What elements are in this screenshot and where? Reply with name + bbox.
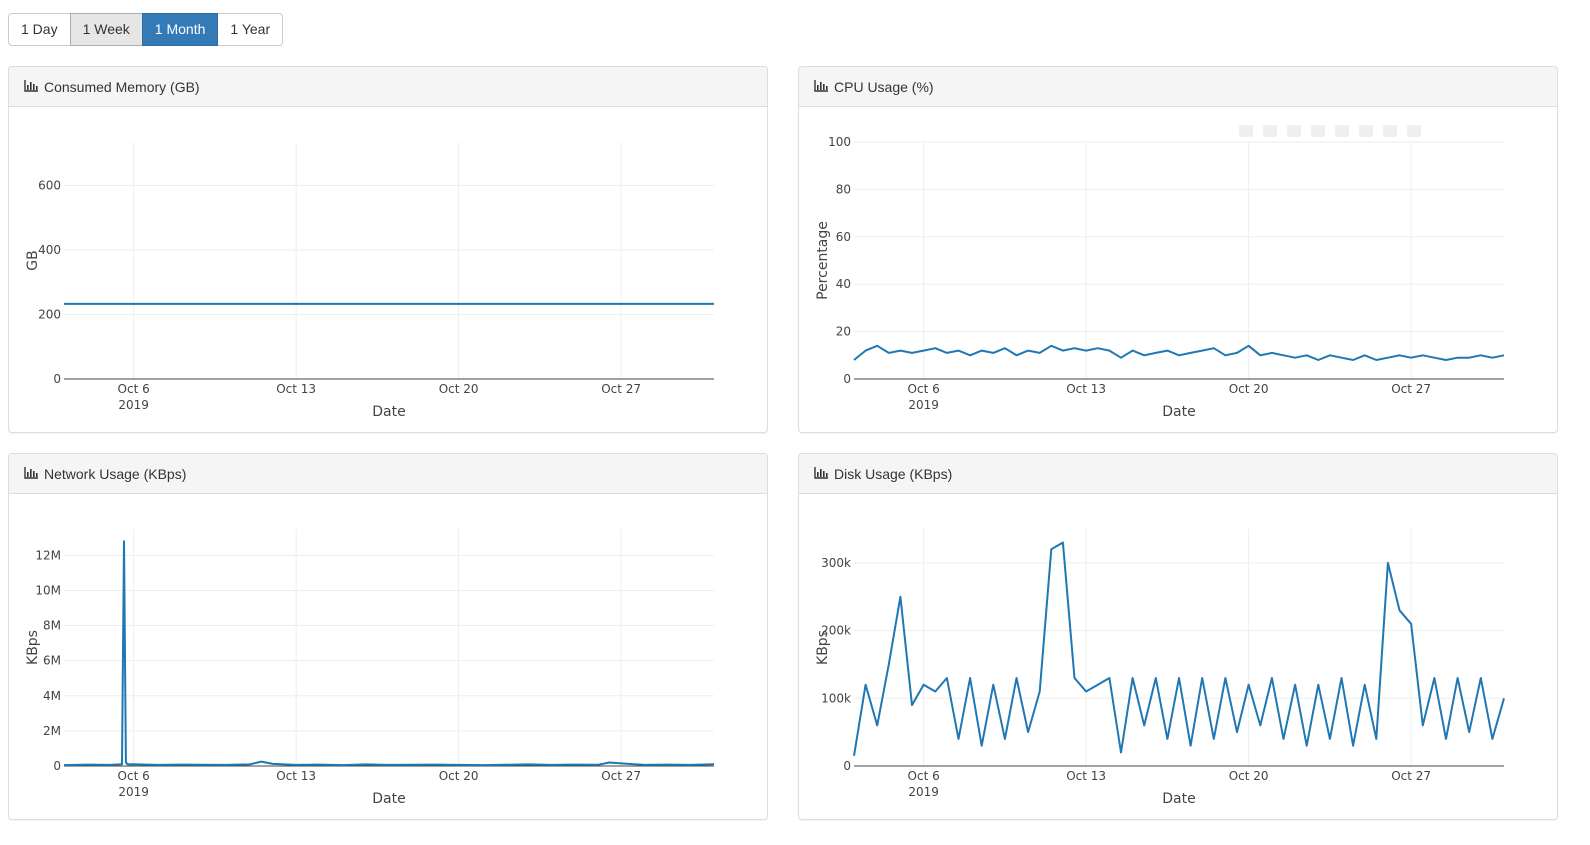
x-axis-title: Date xyxy=(372,791,405,807)
plotly-logo-icon[interactable] xyxy=(1407,125,1421,137)
autoscale-icon[interactable] xyxy=(1359,125,1373,137)
disk-panel: Disk Usage (KBps) Oct 6 2019 Oct 13 Oct 20 O… xyxy=(798,453,1558,820)
camera-icon[interactable] xyxy=(1239,125,1253,137)
range-1-month-button[interactable]: 1 Month xyxy=(142,13,219,46)
y-tick-label: 80 xyxy=(836,182,851,196)
x-tick-label: Oct 6 xyxy=(118,769,150,783)
x-tick-label: Oct 27 xyxy=(601,382,641,396)
pan-icon[interactable] xyxy=(1287,125,1301,137)
y-tick-label: 4M xyxy=(43,689,61,703)
y-axis-title: KBps xyxy=(815,630,831,665)
x-tick-label: Oct 6 xyxy=(908,769,940,783)
cpu-chart[interactable]: Oct 6 2019 Oct 13 Oct 20 Oct 27 0 20 40 60 80 100 D… xyxy=(799,67,1558,433)
range-1-year-button[interactable]: 1 Year xyxy=(217,13,283,46)
memory-panel: Consumed Memory (GB) Oct 6 2019 Oct 13 Oct … xyxy=(8,66,768,433)
y-axis-title: GB xyxy=(25,250,41,270)
x-tick-label: Oct 27 xyxy=(1391,382,1431,396)
x-tick-label: Oct 6 xyxy=(118,382,150,396)
y-tick-label: 600 xyxy=(38,179,61,193)
x-tick-label: Oct 13 xyxy=(276,382,316,396)
series-line xyxy=(854,543,1504,756)
x-tick-sublabel: 2019 xyxy=(118,785,149,799)
y-axis-title: KBps xyxy=(25,630,41,665)
y-tick-label: 0 xyxy=(53,759,61,773)
chart-modebar[interactable] xyxy=(1239,125,1421,137)
zoom-icon[interactable] xyxy=(1263,125,1277,137)
network-chart[interactable]: Oct 6 2019 Oct 13 Oct 20 Oct 27 0 2M 4M 6M 8M 10M 1… xyxy=(9,454,768,820)
x-tick-label: Oct 20 xyxy=(439,769,479,783)
y-tick-label: 0 xyxy=(53,372,61,386)
zoom-out-icon[interactable] xyxy=(1335,125,1349,137)
y-tick-label: 0 xyxy=(843,759,851,773)
series-line xyxy=(854,346,1504,360)
y-tick-label: 300k xyxy=(821,556,851,570)
cpu-panel: CPU Usage (%) Oct 6 2019 Oct 13 Oct 20 Oct 2… xyxy=(798,66,1558,433)
x-tick-label: Oct 20 xyxy=(439,382,479,396)
network-panel: Network Usage (KBps) Oct 6 2019 Oct 13 Oct … xyxy=(8,453,768,820)
y-tick-label: 2M xyxy=(43,724,61,738)
y-tick-label: 100k xyxy=(821,691,851,705)
x-axis-title: Date xyxy=(372,404,405,420)
x-tick-sublabel: 2019 xyxy=(908,398,939,412)
x-tick-label: Oct 13 xyxy=(1066,769,1106,783)
series-line xyxy=(64,541,714,765)
range-1-week-button[interactable]: 1 Week xyxy=(70,13,143,46)
x-tick-label: Oct 13 xyxy=(276,769,316,783)
x-tick-label: Oct 13 xyxy=(1066,382,1106,396)
y-axis-title: Percentage xyxy=(815,221,831,300)
y-tick-label: 20 xyxy=(836,325,851,339)
zoom-in-icon[interactable] xyxy=(1311,125,1325,137)
x-tick-label: Oct 6 xyxy=(908,382,940,396)
x-tick-label: Oct 27 xyxy=(601,769,641,783)
range-1-day-button[interactable]: 1 Day xyxy=(8,13,71,46)
y-tick-label: 400 xyxy=(38,243,61,257)
y-tick-label: 200 xyxy=(38,308,61,322)
y-tick-label: 10M xyxy=(35,583,61,597)
y-tick-label: 60 xyxy=(836,230,851,244)
reset-axes-icon[interactable] xyxy=(1383,125,1397,137)
x-tick-label: Oct 27 xyxy=(1391,769,1431,783)
time-range-selector: 1 Day 1 Week 1 Month 1 Year xyxy=(8,13,283,46)
x-axis-title: Date xyxy=(1162,404,1195,420)
x-tick-label: Oct 20 xyxy=(1229,769,1269,783)
y-tick-label: 40 xyxy=(836,277,851,291)
x-tick-label: Oct 20 xyxy=(1229,382,1269,396)
memory-chart[interactable]: Oct 6 2019 Oct 13 Oct 20 Oct 27 0 200 400 600 Dat… xyxy=(9,67,768,433)
y-tick-label: 8M xyxy=(43,619,61,633)
x-tick-sublabel: 2019 xyxy=(908,785,939,799)
y-tick-label: 0 xyxy=(843,372,851,386)
x-axis-title: Date xyxy=(1162,791,1195,807)
y-tick-label: 100 xyxy=(828,135,851,149)
y-tick-label: 12M xyxy=(35,548,61,562)
y-tick-label: 6M xyxy=(43,654,61,668)
x-tick-sublabel: 2019 xyxy=(118,398,149,412)
